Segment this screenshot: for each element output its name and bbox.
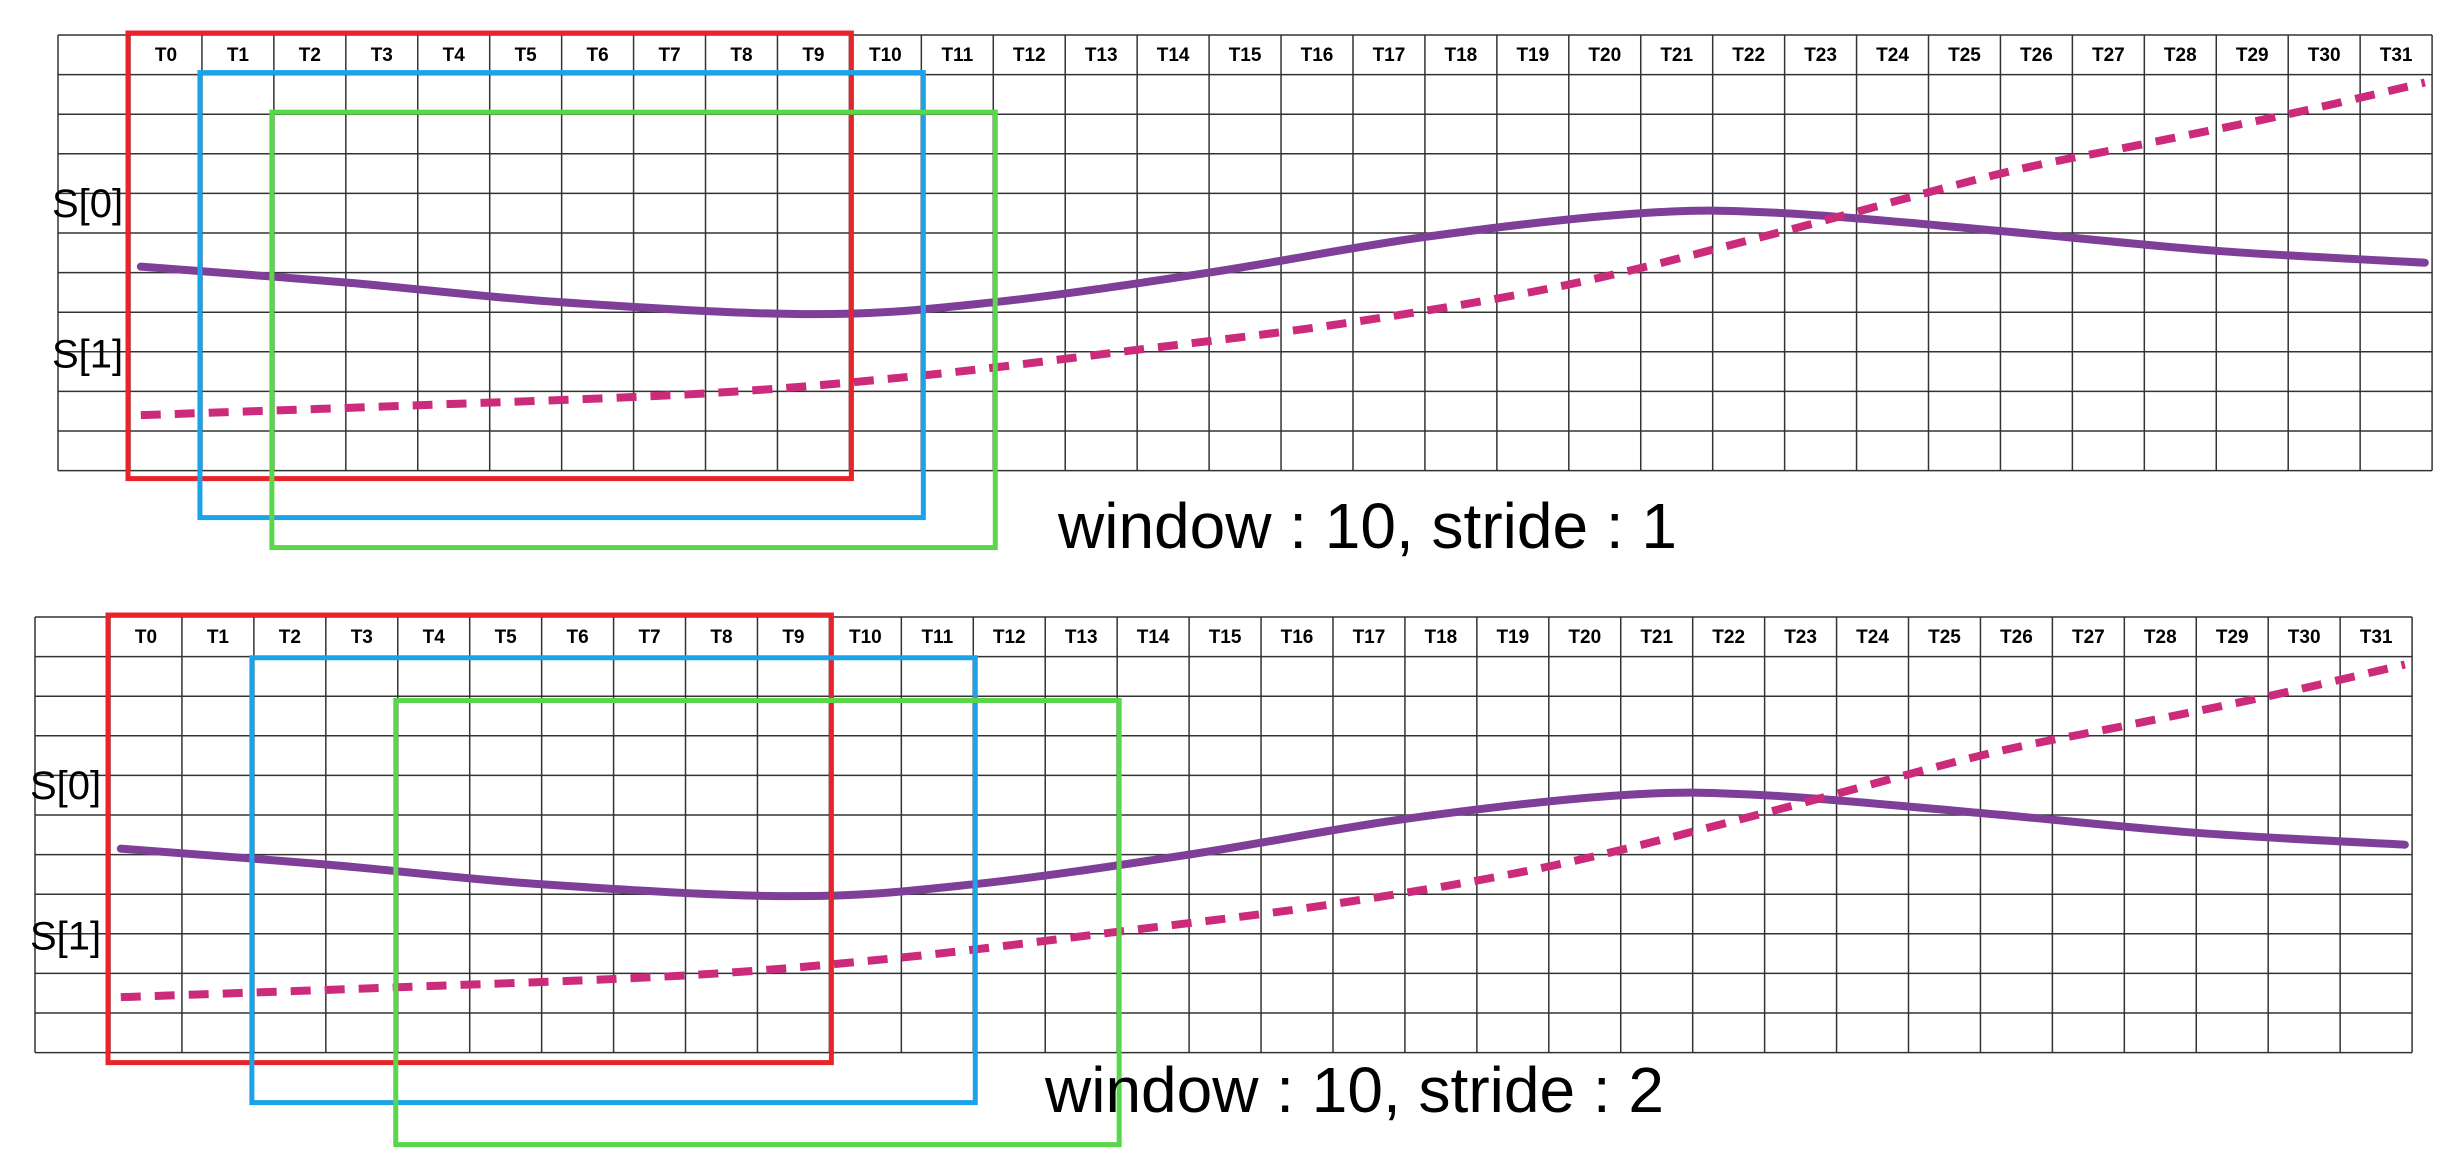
time-step-label: T19 — [1496, 627, 1529, 648]
time-step-label: T4 — [423, 627, 446, 648]
window-2-box — [249, 655, 978, 1106]
time-step-label: T24 — [1856, 627, 1889, 648]
time-step-label: T29 — [2236, 45, 2269, 66]
series-label-0: S[0] — [52, 182, 123, 226]
time-step-label: T23 — [1804, 45, 1837, 66]
time-step-label: T6 — [567, 627, 589, 648]
time-step-label: T10 — [869, 45, 902, 66]
series-0-line — [136, 206, 2429, 319]
time-step-label: T5 — [495, 627, 518, 648]
time-step-label: T20 — [1588, 45, 1621, 66]
time-step-label: T26 — [2000, 627, 2033, 648]
panel-1-caption: window : 10, stride : 1 — [1057, 490, 1677, 562]
time-step-label: T30 — [2288, 627, 2321, 648]
time-step-label: T2 — [299, 45, 321, 66]
panel-2-caption: window : 10, stride : 2 — [1044, 1054, 1664, 1126]
time-step-label: T7 — [658, 45, 680, 66]
time-step-label: T27 — [2072, 627, 2105, 648]
time-step-label: T28 — [2164, 45, 2197, 66]
time-step-label: T25 — [1948, 45, 1981, 66]
time-step-label: T1 — [207, 627, 230, 648]
time-step-label: T12 — [993, 627, 1026, 648]
time-step-label: T31 — [2380, 45, 2413, 66]
series-1-line — [120, 660, 2406, 1002]
panel-1: T0 T1 T2 T3 T4 T5 T6 T7 T8 T9 T10 T11 T12 T13 T14 T15 T1… — [52, 30, 2433, 562]
time-step-label: T19 — [1516, 45, 1549, 66]
series-label-1: S[1] — [30, 915, 101, 959]
time-step-label: T4 — [443, 45, 466, 66]
time-step-label: T12 — [1013, 45, 1046, 66]
time-step-label: T14 — [1157, 45, 1190, 66]
time-step-label: T20 — [1568, 627, 1601, 648]
time-step-label: T16 — [1281, 627, 1314, 648]
time-step-label: T8 — [710, 627, 732, 648]
window-3-box — [393, 698, 1122, 1148]
series-label-1: S[1] — [52, 333, 123, 377]
time-step-label: T1 — [227, 45, 250, 66]
time-step-label: T13 — [1065, 627, 1098, 648]
panel-2: T0 T1 T2 T3 T4 T5 T6 T7 T8 T9 T10 T11 T12 T13 T14 T15 T1… — [30, 612, 2413, 1148]
time-step-label: T9 — [782, 627, 804, 648]
window-3-box — [269, 109, 998, 551]
time-step-label: T10 — [849, 627, 882, 648]
series-label-0: S[0] — [30, 764, 101, 808]
time-step-label: T22 — [1732, 45, 1765, 66]
time-step-label: T2 — [279, 627, 301, 648]
window-1-box — [105, 612, 834, 1066]
time-step-label: T0 — [155, 45, 177, 66]
series-1-line — [140, 78, 2426, 420]
time-step-label: T25 — [1928, 627, 1961, 648]
time-step-label: T11 — [921, 627, 953, 648]
time-step-label: T18 — [1425, 627, 1458, 648]
window-1-box — [125, 30, 854, 482]
time-step-label: T27 — [2092, 45, 2125, 66]
time-step-label: T5 — [515, 45, 538, 66]
time-step-label: T15 — [1229, 45, 1262, 66]
time-step-label: T3 — [351, 627, 373, 648]
time-step-label: T9 — [802, 45, 824, 66]
time-step-label: T14 — [1137, 627, 1170, 648]
window-2-box — [197, 70, 926, 521]
time-step-label: T26 — [2020, 45, 2053, 66]
time-step-label: T22 — [1712, 627, 1745, 648]
time-step-label: T31 — [2360, 627, 2393, 648]
series-0-line — [116, 788, 2409, 901]
time-step-label: T28 — [2144, 627, 2177, 648]
time-step-label: T16 — [1301, 45, 1334, 66]
time-step-label: T18 — [1445, 45, 1478, 66]
time-step-label: T23 — [1784, 627, 1817, 648]
time-step-label: T21 — [1660, 45, 1693, 66]
time-step-label: T29 — [2216, 627, 2249, 648]
time-step-label: T6 — [587, 45, 609, 66]
time-step-label: T24 — [1876, 45, 1909, 66]
time-step-label: T17 — [1373, 45, 1406, 66]
time-step-label: T11 — [941, 45, 973, 66]
time-step-label: T0 — [135, 627, 157, 648]
time-step-label: T15 — [1209, 627, 1242, 648]
time-step-label: T13 — [1085, 45, 1118, 66]
time-step-label: T30 — [2308, 45, 2341, 66]
time-step-label: T3 — [371, 45, 393, 66]
time-step-label: T7 — [638, 627, 660, 648]
panel-2-grid — [34, 616, 2413, 1054]
time-step-label: T21 — [1640, 627, 1673, 648]
time-step-label: T17 — [1353, 627, 1386, 648]
time-step-label: T8 — [730, 45, 752, 66]
